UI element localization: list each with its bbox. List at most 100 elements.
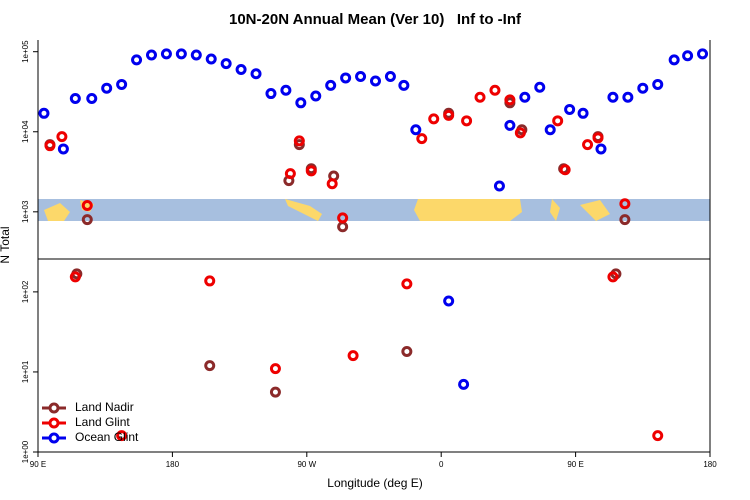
- point: [204, 360, 216, 372]
- point: [56, 131, 68, 143]
- point: [443, 109, 455, 121]
- y-tick-label: 1e+00: [21, 440, 30, 463]
- point: [69, 271, 81, 283]
- point: [582, 139, 594, 151]
- x-tick-label: 90 E: [567, 460, 583, 469]
- point: [204, 275, 216, 287]
- point: [160, 48, 172, 60]
- point: [474, 91, 486, 103]
- point: [337, 212, 349, 224]
- point: [564, 103, 576, 115]
- point: [410, 124, 422, 136]
- point: [489, 84, 501, 96]
- point: [493, 180, 505, 192]
- point: [458, 378, 470, 390]
- point: [552, 115, 564, 127]
- point: [116, 430, 128, 442]
- point: [401, 346, 413, 358]
- y-tick-label: 1e+05: [21, 40, 30, 63]
- point: [235, 63, 247, 75]
- point: [559, 164, 571, 176]
- map-strip: [38, 199, 710, 221]
- point: [293, 139, 305, 151]
- x-axis-label: Longitude (deg E): [327, 476, 422, 490]
- point: [337, 221, 349, 233]
- point: [250, 68, 262, 80]
- x-tick-label: 90 E: [30, 460, 46, 469]
- point: [325, 79, 337, 91]
- point: [280, 84, 292, 96]
- point: [607, 271, 619, 283]
- point: [57, 143, 69, 155]
- point: [577, 107, 589, 119]
- x-tick-label: 0: [439, 460, 444, 469]
- point: [443, 295, 455, 307]
- point: [534, 81, 546, 93]
- legend-label: Ocean Glint: [75, 430, 139, 444]
- point: [595, 143, 607, 155]
- legend-marker: [48, 417, 60, 429]
- point: [305, 165, 317, 177]
- point: [619, 214, 631, 226]
- point: [86, 93, 98, 105]
- point: [461, 115, 473, 127]
- point: [265, 88, 277, 100]
- point: [697, 48, 709, 60]
- point: [622, 91, 634, 103]
- point: [69, 93, 81, 105]
- chart-title: 10N-20N Annual Mean (Ver 10) Inf to -Inf: [229, 11, 522, 28]
- point: [401, 278, 413, 290]
- point: [607, 91, 619, 103]
- point: [269, 363, 281, 375]
- point: [652, 78, 664, 90]
- x-tick-label: 90 W: [297, 460, 316, 469]
- point: [355, 71, 367, 83]
- point: [145, 49, 157, 61]
- point: [284, 168, 296, 180]
- point: [504, 119, 516, 131]
- point: [428, 113, 440, 125]
- point: [652, 430, 664, 442]
- point: [347, 350, 359, 362]
- point: [384, 71, 396, 83]
- point: [269, 386, 281, 398]
- point: [81, 199, 93, 211]
- point: [81, 214, 93, 226]
- point: [519, 91, 531, 103]
- point: [514, 127, 526, 139]
- point: [619, 198, 631, 210]
- point: [131, 54, 143, 66]
- point: [205, 53, 217, 65]
- point: [416, 133, 428, 145]
- point: [190, 49, 202, 61]
- legend-marker: [48, 432, 60, 444]
- point: [544, 124, 556, 136]
- point: [398, 79, 410, 91]
- point: [295, 97, 307, 109]
- legend-label: Land Glint: [75, 415, 130, 429]
- point: [101, 82, 113, 94]
- y-tick-label: 1e+02: [21, 280, 30, 303]
- point: [326, 178, 338, 190]
- point: [668, 54, 680, 66]
- point: [44, 140, 56, 152]
- point: [682, 50, 694, 62]
- y-axis-label: N Total: [0, 226, 12, 263]
- point: [340, 72, 352, 84]
- point: [116, 78, 128, 90]
- point: [369, 75, 381, 87]
- point: [310, 90, 322, 102]
- point: [592, 132, 604, 144]
- point: [38, 107, 50, 119]
- y-tick-label: 1e+01: [21, 360, 30, 383]
- point: [293, 135, 305, 147]
- y-tick-label: 1e+03: [21, 200, 30, 223]
- point: [220, 58, 232, 70]
- point: [637, 82, 649, 94]
- point: [504, 94, 516, 106]
- x-tick-label: 180: [703, 460, 717, 469]
- legend-label: Land Nadir: [75, 400, 134, 414]
- y-tick-label: 1e+04: [21, 120, 30, 143]
- x-tick-label: 180: [166, 460, 180, 469]
